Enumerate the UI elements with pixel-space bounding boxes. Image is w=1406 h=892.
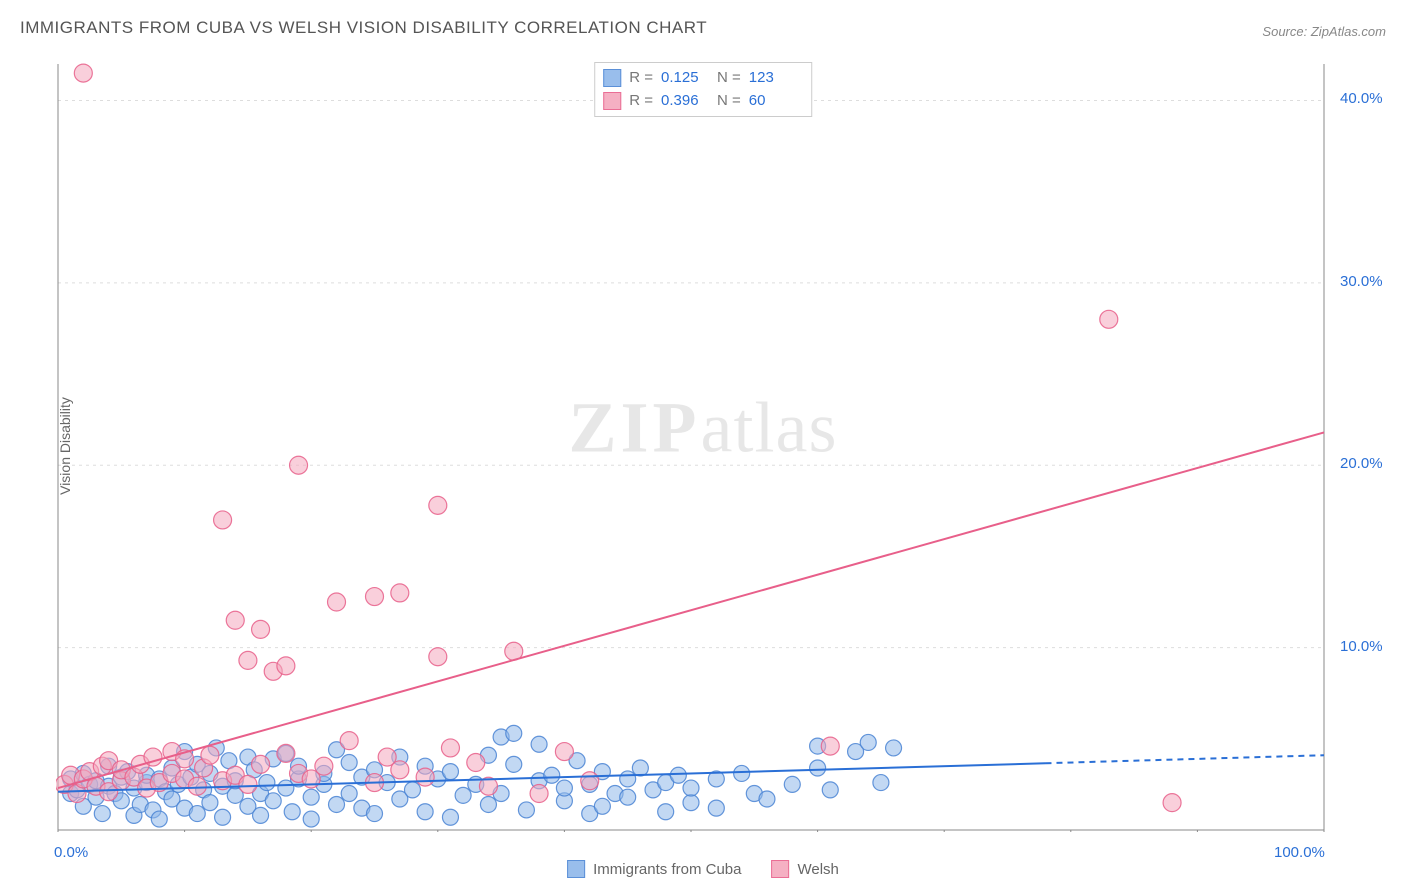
y-tick-label: 10.0% xyxy=(1340,638,1383,655)
y-tick-label: 40.0% xyxy=(1340,90,1383,107)
stat-n-welsh: 60 xyxy=(749,90,797,113)
legend-swatch-cuba xyxy=(567,860,585,878)
stat-n-cuba: 123 xyxy=(749,67,797,90)
stats-row-cuba: R = 0.125 N = 123 xyxy=(603,67,797,90)
stat-n-label: N = xyxy=(717,67,741,90)
swatch-cuba xyxy=(603,69,621,87)
stat-r-welsh: 0.396 xyxy=(661,90,709,113)
stats-legend: R = 0.125 N = 123 R = 0.396 N = 60 xyxy=(594,62,812,117)
source-attribution: Source: ZipAtlas.com xyxy=(1262,24,1386,39)
legend-label-cuba: Immigrants from Cuba xyxy=(593,861,741,878)
y-tick-label: 30.0% xyxy=(1340,273,1383,290)
stats-row-welsh: R = 0.396 N = 60 xyxy=(603,90,797,113)
legend-item-cuba: Immigrants from Cuba xyxy=(567,860,741,878)
stat-n-label2: N = xyxy=(717,90,741,113)
stat-r-label2: R = xyxy=(629,90,653,113)
x-tick-label: 0.0% xyxy=(54,844,88,861)
stat-r-label: R = xyxy=(629,67,653,90)
chart-plot-area: 10.0%20.0%30.0%40.0%0.0%100.0% xyxy=(56,62,1326,832)
legend-swatch-welsh xyxy=(771,860,789,878)
y-tick-label: 20.0% xyxy=(1340,455,1383,472)
legend-item-welsh: Welsh xyxy=(771,860,838,878)
source-value: ZipAtlas.com xyxy=(1311,24,1386,39)
legend-label-welsh: Welsh xyxy=(797,861,838,878)
x-tick-label: 100.0% xyxy=(1274,844,1325,861)
swatch-welsh xyxy=(603,92,621,110)
source-label: Source: xyxy=(1262,24,1307,39)
stat-r-cuba: 0.125 xyxy=(661,67,709,90)
chart-title: IMMIGRANTS FROM CUBA VS WELSH VISION DIS… xyxy=(20,18,707,38)
scatter-svg xyxy=(56,62,1326,832)
bottom-legend: Immigrants from Cuba Welsh xyxy=(567,860,839,878)
